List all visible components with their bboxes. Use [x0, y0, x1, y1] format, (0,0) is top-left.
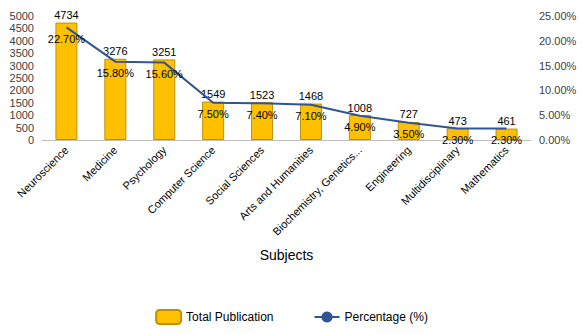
svg-text:Computer Science: Computer Science [145, 144, 217, 216]
svg-text:Social Sciences: Social Sciences [203, 143, 267, 208]
svg-text:1008: 1008 [348, 102, 372, 114]
svg-text:500: 500 [16, 122, 34, 134]
svg-text:0.00%: 0.00% [539, 134, 570, 146]
svg-text:Psychology: Psychology [120, 143, 169, 192]
svg-text:20.00%: 20.00% [539, 35, 577, 47]
svg-text:0: 0 [28, 134, 34, 146]
svg-text:3276: 3276 [103, 45, 128, 58]
svg-text:Engineering: Engineering [363, 144, 413, 194]
svg-text:Medicine: Medicine [80, 144, 120, 184]
svg-text:2500: 2500 [10, 72, 34, 84]
svg-text:7.40%: 7.40% [246, 109, 277, 121]
svg-text:4.90%: 4.90% [344, 121, 375, 133]
svg-text:4500: 4500 [10, 22, 34, 34]
svg-text:Neuroscience: Neuroscience [15, 144, 71, 200]
svg-text:4000: 4000 [10, 35, 34, 47]
svg-text:5.00%: 5.00% [539, 109, 570, 121]
svg-text:1500: 1500 [10, 97, 34, 109]
svg-text:15.60%: 15.60% [146, 68, 184, 80]
svg-text:7.50%: 7.50% [198, 108, 229, 120]
svg-text:3500: 3500 [10, 47, 34, 59]
svg-text:Total Publication: Total Publication [186, 310, 273, 324]
svg-text:727: 727 [400, 108, 418, 120]
svg-text:Arts and Humanities: Arts and Humanities [236, 143, 316, 223]
svg-text:2.30%: 2.30% [491, 134, 522, 146]
svg-text:10.00%: 10.00% [539, 84, 577, 96]
svg-text:1549: 1549 [201, 88, 225, 100]
svg-text:7.10%: 7.10% [295, 110, 326, 122]
svg-text:1000: 1000 [10, 109, 34, 121]
svg-text:2.30%: 2.30% [442, 134, 473, 146]
svg-text:3251: 3251 [152, 46, 176, 58]
svg-text:22.70%: 22.70% [48, 33, 86, 45]
svg-text:Percentage (%): Percentage (%) [345, 310, 428, 324]
svg-text:15.00%: 15.00% [539, 60, 577, 72]
svg-text:4734: 4734 [54, 9, 78, 21]
svg-text:3000: 3000 [10, 60, 34, 72]
svg-text:5000: 5000 [10, 10, 34, 22]
svg-text:3.50%: 3.50% [393, 128, 424, 140]
svg-text:1523: 1523 [250, 89, 274, 101]
svg-text:461: 461 [497, 115, 515, 127]
svg-text:25.00%: 25.00% [539, 10, 577, 22]
svg-text:473: 473 [448, 115, 466, 127]
svg-text:Biochemistry, Genetics...: Biochemistry, Genetics... [270, 144, 364, 238]
svg-text:Mathematics: Mathematics [458, 143, 511, 196]
svg-text:2000: 2000 [10, 84, 34, 96]
svg-text:Multidisciplinary: Multidisciplinary [399, 143, 463, 207]
svg-text:1468: 1468 [299, 90, 323, 102]
svg-text:15.80%: 15.80% [97, 67, 135, 79]
svg-text:Subjects: Subjects [260, 247, 314, 263]
